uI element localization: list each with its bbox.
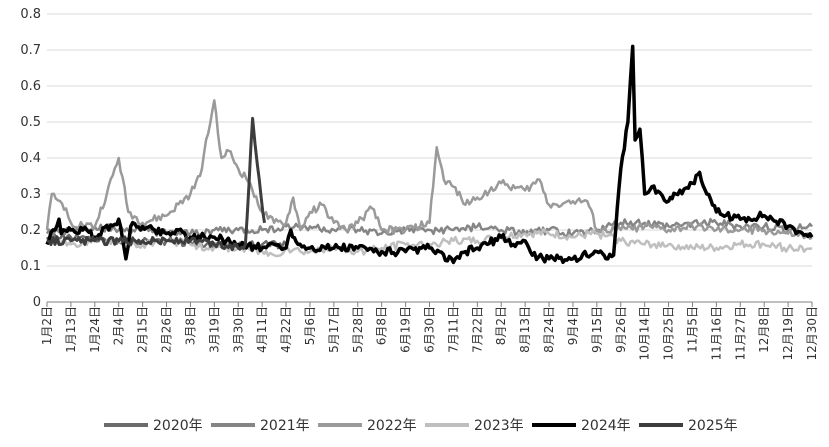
x-tick-label: 6月30日	[423, 306, 437, 353]
x-tick-label: 3月19日	[207, 306, 221, 353]
legend-label-1: 2021年	[260, 418, 310, 434]
legend-label-5: 2025年	[688, 418, 738, 434]
x-tick-label: 10月25日	[662, 306, 676, 361]
x-tick-label: 4月22日	[279, 306, 293, 353]
legend-label-0: 2020年	[153, 418, 203, 434]
x-tick-label: 2月4日	[112, 306, 126, 345]
y-axis-ticks: 0 0.1 0.2 0.3 0.4 0.5 0.6 0.7 0.8	[20, 7, 41, 310]
x-tick-label: 9月26日	[614, 306, 628, 353]
x-tick-label: 6月19日	[399, 306, 413, 353]
x-tick-label: 11月16日	[709, 306, 723, 361]
x-tick-label: 7月11日	[446, 306, 460, 353]
y-tick-label: 0.2	[20, 223, 41, 238]
series-line-2	[45, 99, 813, 240]
y-tick-label: 0.1	[20, 259, 41, 274]
y-tick-label: 0.3	[20, 187, 41, 202]
x-tick-label: 9月15日	[590, 306, 604, 353]
y-tick-label: 0.4	[20, 151, 41, 166]
x-tick-label: 10月14日	[638, 306, 652, 361]
y-tick-label: 0.6	[20, 79, 41, 94]
legend-label-3: 2023年	[474, 418, 524, 434]
y-tick-label: 0.5	[20, 115, 41, 130]
x-tick-label: 3月8日	[183, 306, 197, 345]
y-tick-label: 0	[33, 295, 41, 310]
series-line-5	[46, 116, 266, 252]
series-lines	[45, 44, 814, 265]
x-tick-label: 12月8日	[757, 306, 771, 353]
x-tick-label: 8月13日	[518, 306, 532, 353]
legend: 2020年 2021年 2022年 2023年 2024年 2025年	[104, 418, 738, 434]
x-tick-label: 1月13日	[64, 306, 78, 353]
x-tick-label: 8月2日	[494, 306, 508, 345]
x-tick-label: 5月6日	[303, 306, 317, 345]
series-line-4	[45, 44, 814, 265]
x-tick-label: 7月22日	[470, 306, 484, 353]
x-tick-label: 11月5日	[685, 306, 699, 353]
y-tick-label: 0.8	[20, 7, 41, 22]
x-tick-label: 6月8日	[375, 306, 389, 345]
x-tick-label: 5月17日	[327, 306, 341, 353]
x-tick-label: 2月15日	[136, 306, 150, 353]
x-tick-label: 4月11日	[255, 306, 269, 353]
x-tick-label: 1月2日	[40, 306, 54, 345]
x-tick-label: 9月4日	[566, 306, 580, 345]
x-tick-label: 2月26日	[160, 306, 174, 353]
x-tick-label: 12月30日	[805, 306, 819, 361]
x-axis: 1月2日 1月13日 1月24日 2月4日 2月15日 2月26日 3月8日 3月19日 3月3…	[40, 301, 819, 361]
x-tick-label: 12月19日	[781, 306, 795, 361]
x-tick-label: 8月24日	[542, 306, 556, 353]
gridlines	[47, 13, 812, 267]
legend-label-4: 2024年	[581, 418, 631, 434]
x-tick-label: 11月27日	[733, 306, 747, 361]
x-tick-label: 5月28日	[351, 306, 365, 353]
y-tick-label: 0.7	[20, 43, 41, 58]
x-tick-label: 3月30日	[231, 306, 245, 353]
legend-label-2: 2022年	[367, 418, 417, 434]
x-tick-label: 1月24日	[88, 306, 102, 353]
